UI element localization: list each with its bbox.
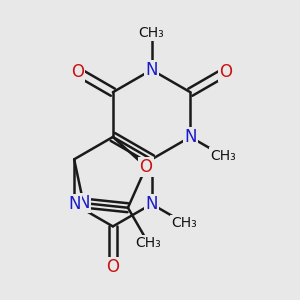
Text: O: O (71, 63, 84, 81)
Text: CH₃: CH₃ (136, 236, 161, 250)
Text: N: N (184, 128, 196, 146)
Text: O: O (140, 158, 153, 176)
Text: N: N (146, 195, 158, 213)
Text: O: O (219, 63, 232, 81)
Text: N: N (68, 195, 80, 213)
Text: N: N (77, 194, 90, 212)
Text: N: N (146, 61, 158, 79)
Text: CH₃: CH₃ (139, 26, 164, 40)
Text: O: O (106, 258, 119, 276)
Text: CH₃: CH₃ (210, 148, 236, 163)
Text: CH₃: CH₃ (171, 216, 197, 230)
